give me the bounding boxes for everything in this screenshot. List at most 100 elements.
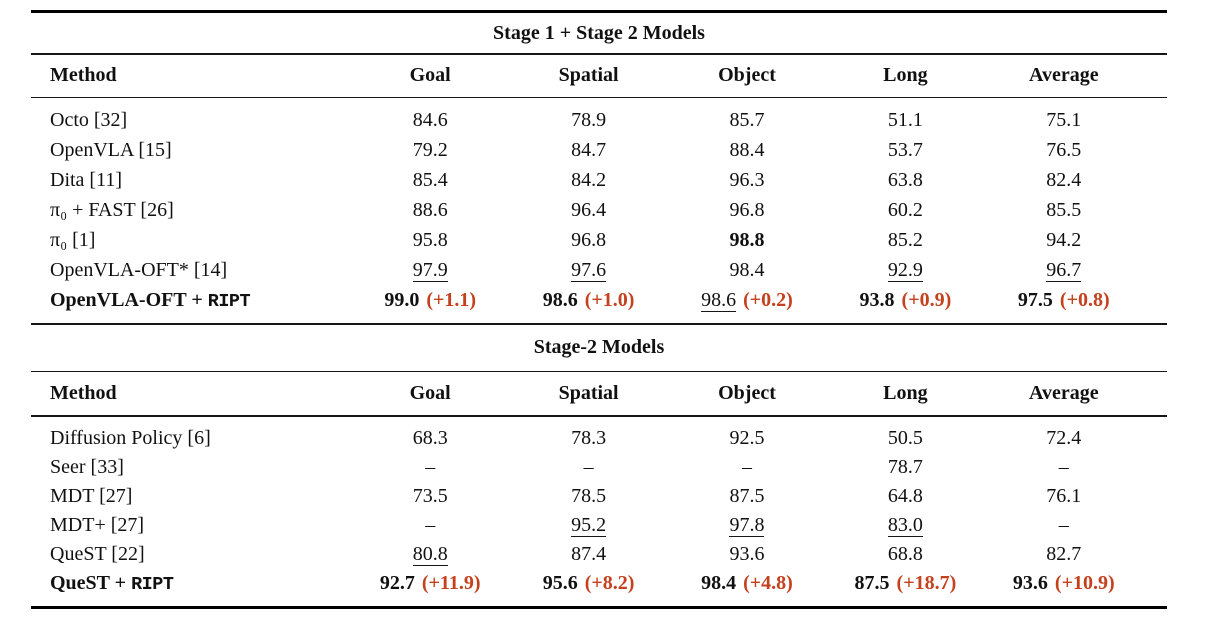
score-value: 78.3 [571,426,607,449]
score-value: 94.2 [1046,228,1082,251]
delta-value: (+0.2) [743,288,793,311]
score-value: 98.4 [729,258,765,281]
score-cell: 96.3 [668,169,826,192]
score-value: 92.5 [729,426,765,449]
score-value: 95.2 [571,513,607,537]
score-value: 76.5 [1046,138,1082,161]
score-cell: 97.6 [509,259,667,282]
score-cell: – [985,456,1143,479]
divider [31,96,1167,98]
score-value: 85.5 [1046,198,1082,221]
score-cell: 93.6 [668,543,826,566]
delta-value: (+1.1) [426,288,477,311]
score-cell: 96.8 [509,229,667,252]
score-value: 92.7 [379,571,415,594]
score-cell: 84.6 [351,109,509,132]
score-cell: 64.8 [826,485,984,508]
score-cell: 87.4 [509,543,667,566]
table-row: Diffusion Policy [6] 68.3 78.3 92.5 50.5 72.4 [31,424,1167,453]
method-name: π₀ [1] [50,228,96,251]
score-cell: 76.5 [985,139,1143,162]
score-value: 50.5 [887,426,923,449]
method-name: π₀ + FAST [26] [50,198,174,221]
score-value: 93.6 [729,542,765,565]
score-value: 96.7 [1046,258,1082,282]
score-value: 84.7 [571,138,607,161]
score-cell: 75.1 [985,109,1143,132]
score-value: 51.1 [887,108,923,131]
score-cell: 98.6 (+1.0) [509,289,667,312]
score-value: 96.8 [571,228,607,251]
method-cell: MDT [27] [31,485,351,508]
method-cell: MDT+ [27] [31,514,351,537]
score-value: 84.6 [412,108,448,131]
column-header-spatial: Spatial [558,382,619,404]
score-cell: – [351,514,509,537]
delta-value: (+8.2) [584,571,635,594]
method-cell: QueST + RIPT [31,572,351,595]
section-title-stage2: Stage-2 Models [533,336,665,358]
ript-label: RIPT [131,573,174,595]
score-value: 63.8 [887,168,923,191]
method-cell: Seer [33] [31,456,351,479]
score-cell: 98.4 (+4.8) [668,572,826,595]
score-cell: 92.7 (+11.9) [351,572,509,595]
score-cell: 73.5 [351,485,509,508]
score-cell: 85.2 [826,229,984,252]
score-value: 98.8 [729,228,765,251]
score-cell: 97.5 (+0.8) [985,289,1143,312]
score-value: – [1058,455,1069,478]
method-name: OpenVLA-OFT* [14] [50,258,228,281]
score-cell: 78.3 [509,427,667,450]
score-cell: 97.9 [351,259,509,282]
score-value: 85.2 [887,228,923,251]
score-value: 97.5 [1017,288,1053,311]
score-value: 95.6 [542,571,578,594]
method-cell: OpenVLA-OFT* [14] [31,259,351,282]
method-cell: π₀ + FAST [26] [31,199,351,222]
table-row: π₀ [1] 95.8 96.8 98.8 85.2 94.2 [31,225,1167,255]
score-cell: 60.2 [826,199,984,222]
score-cell: 84.2 [509,169,667,192]
section-title-stage1-stage2: Stage 1 + Stage 2 Models [493,21,705,44]
score-value: 85.7 [729,108,765,131]
score-value: 97.9 [412,258,448,282]
delta-value: (+0.9) [901,288,952,311]
score-value: 78.9 [571,108,607,131]
score-cell: 72.4 [985,427,1143,450]
method-name: OpenVLA [15] [50,138,172,161]
results-table: Stage 1 + Stage 2 Models Method Goal Spa… [31,10,1167,609]
score-value: 82.7 [1046,542,1082,565]
score-cell: 79.2 [351,139,509,162]
table-row: π₀ + FAST [26] 88.6 96.4 96.8 60.2 85.5 [31,195,1167,225]
score-cell: 97.8 [668,514,826,537]
method-cell: Octo [32] [31,109,351,132]
table-row: QueST + RIPT 92.7 (+11.9) 95.6 (+8.2) 98.4 (+4… [31,569,1167,598]
score-value: 82.4 [1046,168,1082,191]
score-value: – [425,513,436,536]
ript-label: RIPT [207,290,251,312]
table-row: Octo [32] 84.6 78.9 85.7 51.1 75.1 [31,105,1167,135]
score-value: 73.5 [412,484,448,507]
delta-value: (+18.7) [896,571,957,594]
score-value: 87.5 [854,571,890,594]
score-value: 80.8 [412,542,448,566]
score-cell: – [509,456,667,479]
score-value: 88.6 [412,198,448,221]
score-value: 88.4 [729,138,765,161]
method-cell: Diffusion Policy [6] [31,427,351,450]
score-value: 98.4 [701,571,737,594]
score-value: 75.1 [1046,108,1082,131]
divider [31,370,1167,372]
score-cell: – [668,456,826,479]
score-cell: 98.6 (+0.2) [668,289,826,312]
score-cell: 87.5 [668,485,826,508]
score-value: 93.6 [1012,571,1048,594]
score-value: 53.7 [887,138,923,161]
table-body-stage1-stage2: Octo [32] 84.6 78.9 85.7 51.1 75.1 OpenVLA [15… [31,98,1167,323]
score-cell: 98.4 [668,259,826,282]
score-value: 97.6 [571,258,607,282]
score-value: – [1058,513,1069,536]
score-value: 78.5 [571,484,607,507]
table-row: OpenVLA-OFT* [14] 97.9 97.6 98.4 92.9 96.7 [31,255,1167,285]
